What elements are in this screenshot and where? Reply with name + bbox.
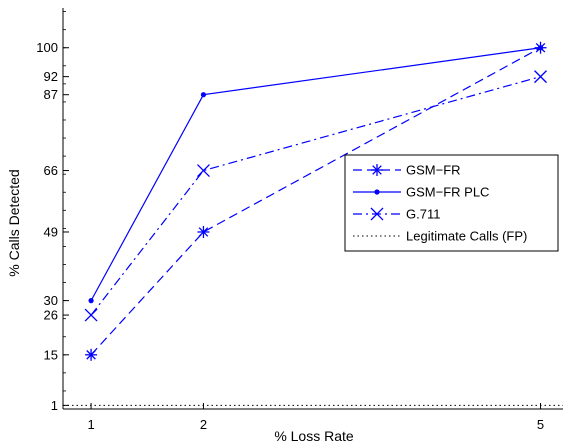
- x-axis-label: % Loss Rate: [274, 428, 354, 444]
- legend-label: GSM−FR PLC: [406, 185, 489, 200]
- y-tick-label: 30: [44, 293, 58, 308]
- y-tick-label: 66: [44, 163, 58, 178]
- asterisk-stroke: [198, 227, 209, 237]
- legend-label: Legitimate Calls (FP): [406, 229, 527, 244]
- y-tick-label: 15: [44, 347, 58, 362]
- series-line: [90, 76, 541, 316]
- y-tick-label: 1: [51, 398, 58, 413]
- dot-marker: [88, 298, 94, 304]
- axes: [62, 8, 563, 410]
- asterisk-marker: [85, 348, 98, 361]
- dot-marker: [200, 92, 207, 98]
- y-tick-label: 49: [44, 224, 58, 239]
- x-tick-label: 1: [87, 417, 94, 432]
- y-tick-label: 92: [44, 69, 58, 84]
- x-axis-ticks: 1 2 5: [87, 403, 544, 432]
- x-stroke: [370, 207, 384, 221]
- legend-label: GSM−FR: [406, 163, 461, 178]
- x-stroke: [534, 70, 547, 84]
- y-tick-label: 26: [44, 308, 58, 323]
- asterisk-stroke: [372, 165, 382, 175]
- x-tick-label: 2: [200, 417, 207, 432]
- x-marker: [84, 308, 98, 322]
- x-marker: [534, 70, 547, 84]
- legend-box: [344, 154, 559, 252]
- x-marker: [370, 207, 384, 221]
- series-line: [90, 47, 541, 356]
- dot-marker: [374, 189, 380, 195]
- x-marker: [196, 164, 210, 178]
- x-tick-label: 5: [537, 417, 544, 432]
- legend: GSM−FR GSM−FR PLC G.711 Legitimate Calls (F…: [344, 154, 559, 252]
- x-stroke: [196, 164, 210, 178]
- series-lines: [63, 41, 563, 406]
- y-tick-label: 87: [44, 87, 58, 102]
- asterisk-marker: [371, 164, 383, 176]
- y-tick-label: 100: [36, 40, 58, 55]
- series-2: [84, 70, 547, 322]
- y-axis-label: % Calls Detected: [6, 169, 22, 276]
- asterisk-marker: [197, 225, 210, 238]
- series-1: [88, 45, 544, 304]
- x-stroke: [84, 308, 98, 322]
- legend-label: G.711: [406, 207, 440, 222]
- asterisk-stroke: [86, 350, 96, 360]
- dot-marker: [537, 45, 544, 51]
